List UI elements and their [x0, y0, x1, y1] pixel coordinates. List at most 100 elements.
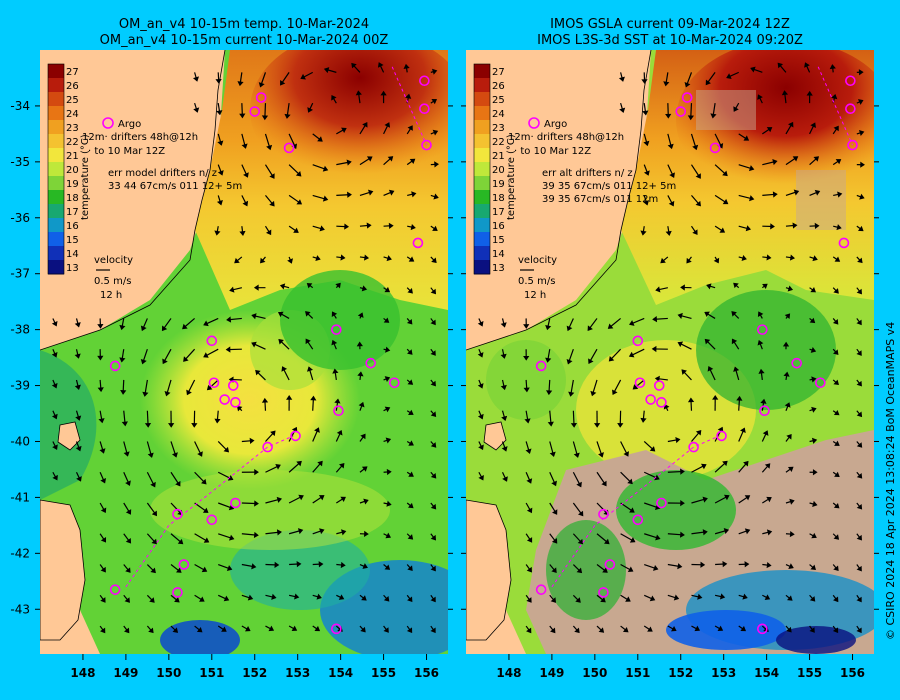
- current-arrowhead: [787, 285, 794, 292]
- current-arrowhead: [357, 312, 364, 318]
- current-arrowhead: [500, 384, 507, 391]
- current-arrowhead: [171, 452, 178, 458]
- current-arrowhead: [229, 534, 235, 541]
- colorbar-tick-label: 24: [66, 109, 79, 120]
- colorbar-swatch: [48, 148, 64, 163]
- current-arrowhead: [291, 426, 298, 433]
- current-arrowhead: [576, 481, 582, 488]
- current-arrowhead: [430, 411, 437, 417]
- current-arrowhead: [265, 229, 272, 236]
- current-arrowhead: [831, 93, 838, 100]
- current-arrowhead: [76, 476, 82, 482]
- current-arrowhead: [385, 346, 391, 353]
- argo-markers: [535, 66, 858, 635]
- current-arrowhead: [600, 597, 606, 603]
- longitude-tick-label: 149: [539, 666, 564, 680]
- right-title-line2: IMOS L3S-3d SST at 10-Mar-2024 09:20Z: [537, 33, 803, 48]
- current-arrowhead: [388, 222, 394, 229]
- current-arrowhead: [762, 430, 769, 436]
- current-arrowhead: [814, 189, 821, 196]
- current-arrowhead: [254, 469, 259, 476]
- current-arrowhead: [217, 140, 224, 146]
- colorbar-swatch: [474, 260, 490, 275]
- current-arrowhead: [316, 593, 322, 600]
- current-arrowhead: [432, 225, 438, 231]
- current-arrowhead: [782, 341, 790, 347]
- current-arrowhead: [356, 341, 363, 347]
- current-arrowhead: [430, 380, 436, 387]
- current-arrowhead: [723, 528, 730, 535]
- current-arrowhead: [549, 451, 556, 457]
- argo-float-marker: [645, 394, 656, 405]
- current-arrowhead: [649, 595, 656, 602]
- colorbar-swatch: [474, 176, 490, 191]
- colorbar-tick-label: 26: [492, 81, 505, 92]
- current-arrowhead: [702, 496, 708, 503]
- current-arrowhead: [719, 227, 726, 233]
- current-arrowhead: [740, 625, 747, 632]
- current-arrowhead: [856, 503, 863, 510]
- current-arrowhead: [314, 427, 320, 433]
- latitude-tick-label: -38: [10, 323, 30, 337]
- current-arrowhead: [811, 406, 817, 413]
- colorbar-tick-label: 20: [66, 165, 79, 176]
- current-arrowhead: [144, 422, 152, 428]
- argo-float-marker: [262, 441, 273, 453]
- current-arrowhead: [551, 538, 558, 544]
- current-arrowhead: [681, 369, 687, 375]
- current-arrowhead: [643, 200, 650, 206]
- legend-drifters: 12m· drifters 48h@12h: [508, 132, 624, 143]
- current-arrowhead: [772, 159, 778, 166]
- current-arrowhead: [788, 121, 794, 128]
- current-arrowhead: [789, 498, 795, 505]
- current-arrowhead: [225, 346, 231, 353]
- current-arrowhead: [410, 223, 416, 231]
- current-arrowhead: [221, 626, 227, 632]
- current-arrowhead: [52, 444, 58, 450]
- colorbar-swatch: [474, 92, 490, 107]
- current-arrowhead: [783, 371, 790, 377]
- argo-float-marker: [681, 92, 693, 103]
- current-arrowhead: [383, 627, 389, 633]
- longitude-tick-label: 150: [582, 666, 607, 680]
- current-arrowhead: [300, 73, 306, 80]
- current-arrowhead: [677, 341, 684, 348]
- current-arrowhead: [203, 537, 210, 543]
- argo-float-marker: [716, 430, 727, 442]
- current-arrowhead: [736, 395, 743, 401]
- current-arrowhead: [607, 323, 614, 329]
- current-arrowhead: [125, 509, 132, 515]
- legend-to-date: · to 10 Mar 12Z: [514, 146, 591, 157]
- current-arrowhead: [766, 127, 773, 133]
- current-arrowhead: [602, 567, 608, 573]
- current-arrowhead: [743, 460, 749, 467]
- current-arrowhead: [744, 495, 751, 501]
- current-arrowhead: [51, 413, 58, 420]
- current-arrowhead: [100, 537, 107, 543]
- current-arrowhead: [788, 563, 794, 569]
- current-arrowhead: [675, 437, 681, 444]
- argo-float-marker: [653, 380, 665, 391]
- current-arrowhead: [764, 594, 771, 600]
- current-arrowhead: [856, 319, 862, 326]
- current-arrowhead: [403, 63, 410, 69]
- current-arrowhead: [244, 626, 251, 632]
- current-arrowhead: [227, 475, 234, 481]
- current-arrowhead: [733, 282, 739, 289]
- argo-markers: [109, 66, 432, 635]
- current-arrowhead: [275, 464, 281, 470]
- current-arrowhead: [360, 433, 366, 440]
- current-arrowhead: [623, 451, 629, 457]
- current-arrowhead: [363, 498, 369, 505]
- current-arrowhead: [526, 537, 533, 543]
- current-arrowhead: [477, 413, 484, 420]
- argo-float-marker: [656, 497, 667, 509]
- current-arrowhead: [296, 199, 303, 205]
- current-arrowhead: [281, 366, 288, 372]
- current-arrowhead: [276, 529, 282, 536]
- current-arrowhead: [358, 401, 365, 408]
- current-arrowhead: [836, 224, 842, 231]
- current-arrowhead: [192, 76, 199, 82]
- current-arrowhead: [705, 79, 711, 86]
- current-arrowhead: [629, 320, 635, 326]
